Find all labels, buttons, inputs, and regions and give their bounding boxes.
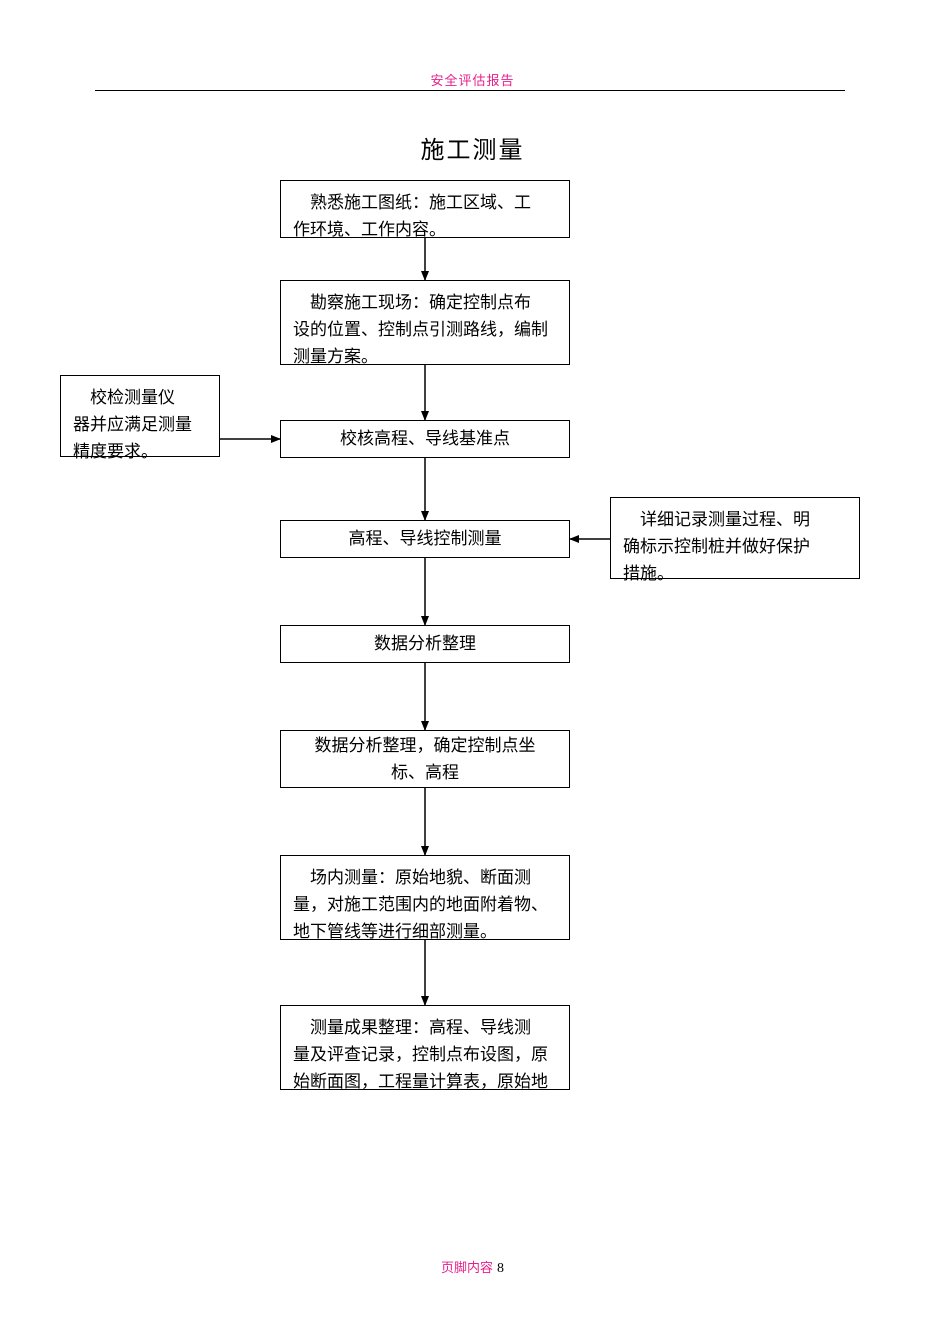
flowchart-node: 熟悉施工图纸：施工区域、工 作环境、工作内容。 [280, 180, 570, 238]
flowchart-node-text: 校检测量仪 器并应满足测量 精度要求。 [73, 388, 192, 461]
flowchart-node: 校核高程、导线基准点 [280, 420, 570, 458]
flowchart-node: 数据分析整理 [280, 625, 570, 663]
header-rule [95, 90, 845, 91]
flowchart: 熟悉施工图纸：施工区域、工 作环境、工作内容。 勘察施工现场：确定控制点布 设的… [0, 175, 945, 1155]
flowchart-node: 数据分析整理，确定控制点坐 标、高程 [280, 730, 570, 788]
page-title: 施工测量 [0, 130, 945, 165]
flowchart-node-text: 详细记录测量过程、明 确标示控制桩并做好保护 措施。 [623, 510, 810, 583]
flowchart-node: 校检测量仪 器并应满足测量 精度要求。 [60, 375, 220, 457]
flowchart-node-text: 高程、导线控制测量 [349, 525, 502, 552]
flowchart-node-text: 场内测量：原始地貌、断面测 量，对施工范围内的地面附着物、 地下管线等进行细部测… [293, 868, 548, 941]
flowchart-node-text: 测量成果整理：高程、导线测 量及评查记录，控制点布设图，原 始断面图，工程量计算… [293, 1018, 548, 1091]
header-text: 安全评估报告 [430, 73, 514, 88]
flowchart-node: 高程、导线控制测量 [280, 520, 570, 558]
flowchart-node: 场内测量：原始地貌、断面测 量，对施工范围内的地面附着物、 地下管线等进行细部测… [280, 855, 570, 940]
flowchart-node-text: 熟悉施工图纸：施工区域、工 作环境、工作内容。 [293, 193, 531, 239]
flowchart-node: 测量成果整理：高程、导线测 量及评查记录，控制点布设图，原 始断面图，工程量计算… [280, 1005, 570, 1090]
footer-label: 页脚内容 [441, 1260, 493, 1275]
flowchart-node: 详细记录测量过程、明 确标示控制桩并做好保护 措施。 [610, 497, 860, 579]
flowchart-node-text: 数据分析整理，确定控制点坐 标、高程 [315, 732, 536, 786]
page-footer: 页脚内容 8 [0, 1257, 945, 1277]
flowchart-node-text: 数据分析整理 [374, 630, 476, 657]
flowchart-node-text: 勘察施工现场：确定控制点布 设的位置、控制点引测路线，编制 测量方案。 [293, 293, 548, 366]
title-text: 施工测量 [421, 138, 525, 164]
flowchart-node: 勘察施工现场：确定控制点布 设的位置、控制点引测路线，编制 测量方案。 [280, 280, 570, 365]
footer-page-number: 8 [497, 1261, 504, 1276]
flowchart-node-text: 校核高程、导线基准点 [340, 425, 510, 452]
page-header: 安全评估报告 [0, 70, 945, 89]
